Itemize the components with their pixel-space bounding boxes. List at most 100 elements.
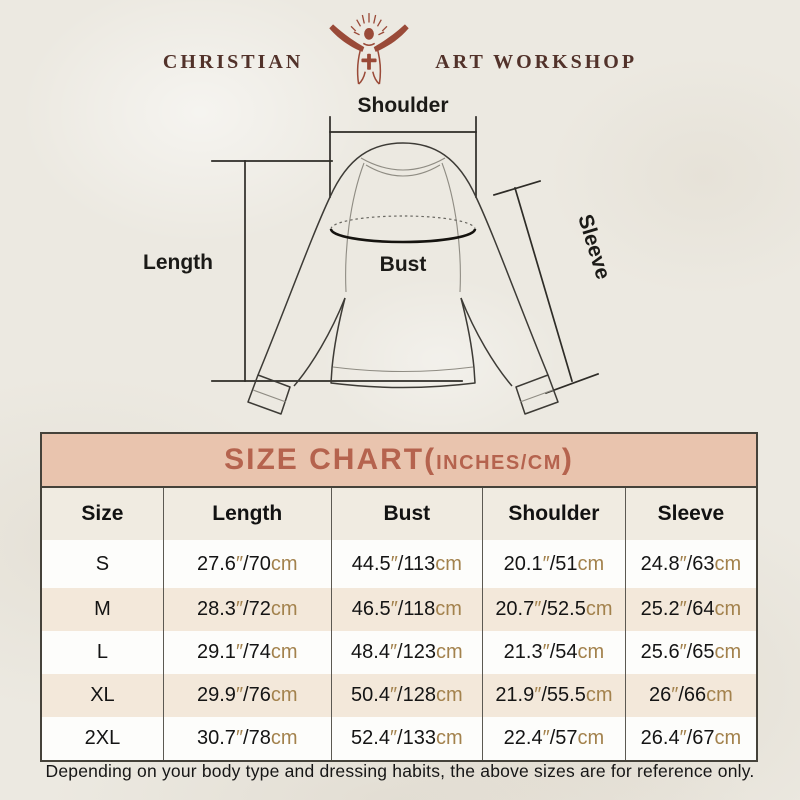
logo-rays (350, 13, 388, 36)
collar-outer (360, 157, 446, 171)
inch-mark: ″ (235, 727, 244, 749)
inch-mark: ″ (235, 641, 244, 663)
cm-value: /57 (549, 727, 578, 749)
cm-value: /78 (243, 727, 271, 749)
cm-value: /66 (678, 684, 707, 706)
length-label: Length (143, 251, 213, 274)
inch-mark: ″ (389, 641, 398, 663)
size-chart-title: SIZE CHART(INCHES/CM) (42, 434, 756, 488)
shoulder-cell: 21.9″/55.5cm (482, 674, 626, 717)
size-cell: L (96, 641, 108, 663)
inches-value: 44.5 (351, 552, 391, 575)
cm-value: /76 (243, 684, 271, 706)
jesus-with-rays-and-cross-icon (329, 13, 409, 85)
cm-suffix: cm (435, 552, 462, 575)
inch-mark: ″ (235, 552, 244, 575)
inches-value: 29.1 (197, 641, 236, 663)
logo-figure (329, 24, 409, 70)
measurement-lines (211, 116, 600, 395)
inch-mark: ″ (235, 598, 244, 620)
logo-robe (357, 42, 382, 85)
inches-value: 26.4 (640, 727, 680, 749)
inches-value: 30.7 (197, 727, 236, 749)
col-header-bust: Bust (330, 488, 483, 540)
inch-mark: ″ (542, 552, 550, 575)
size-row-L: L 29.1″/74cm 48.4″/123cm 21.3″/54cm 25.6″/65… (42, 631, 756, 674)
bust-ellipse-solid (329, 228, 477, 244)
inches-value: 52.4 (351, 727, 390, 749)
right-cuff (515, 374, 559, 415)
inches-value: 50.4 (351, 684, 390, 706)
inches-value: 21.9 (495, 684, 535, 706)
length-cell: 29.9″/76cm (162, 674, 332, 717)
cm-suffix: cm (435, 641, 463, 663)
inch-mark: ″ (389, 684, 398, 706)
shoulder-cell: 20.1″/51cm (482, 540, 626, 588)
right-sleeve-outer (475, 196, 549, 376)
inches-value: 25.2 (640, 598, 680, 620)
header-row: Size Length Bust Shoulder Sleeve (42, 488, 756, 540)
brand-name-right: ART WORKSHOP (435, 50, 638, 73)
left-cuff (247, 374, 291, 415)
left-sleeve-inner (293, 297, 346, 387)
size-row-S: S 27.6″/70cm 44.5″/113cm 20.1″/51cm 24.8″/63… (42, 540, 756, 588)
cm-value: /128 (397, 684, 436, 706)
inch-mark: ″ (679, 598, 687, 620)
cm-suffix: cm (577, 552, 605, 575)
footer-note: Depending on your body type and dressing… (45, 761, 755, 781)
left-cuff-seam (252, 389, 287, 403)
inches-value: 20.1 (503, 552, 543, 575)
cm-value: /51 (549, 552, 578, 575)
inch-mark: ″ (389, 727, 398, 749)
inch-mark: ″ (671, 684, 679, 706)
inch-mark: ″ (679, 727, 687, 749)
cm-suffix: cm (706, 684, 733, 706)
inches-value: 22.4 (503, 727, 543, 749)
size-cell: XL (90, 684, 115, 706)
inches-value: 29.9 (197, 684, 236, 706)
size-cell: 2XL (84, 727, 121, 749)
sleeve-bottom-tick (544, 372, 600, 395)
right-cuff-seam (519, 389, 554, 403)
length-cell: 30.7″/78cm (162, 717, 332, 760)
bust-cell: 50.4″/128cm (330, 674, 483, 717)
size-chart: SIZE CHART(INCHES/CM) Size Length Bust S… (40, 432, 758, 762)
cm-suffix: cm (714, 727, 742, 749)
cm-suffix: cm (714, 598, 742, 620)
left-sleeve-outer (257, 196, 331, 376)
bust-cell: 44.5″/113cm (330, 540, 483, 588)
length-cell: 28.3″/72cm (162, 588, 332, 631)
cm-suffix: cm (435, 598, 462, 620)
cm-suffix: cm (270, 727, 298, 749)
inches-value: 28.3 (197, 598, 236, 620)
size-cell: M (94, 598, 111, 620)
inch-mark: ″ (534, 684, 542, 706)
size-row-M: M 28.3″/72cm 46.5″/118cm 20.7″/52.5cm 25.2″/… (42, 588, 756, 631)
hem-top-line (332, 366, 474, 373)
shoulder-label: Shoulder (357, 94, 448, 117)
inch-mark: ″ (542, 727, 550, 749)
inch-mark: ″ (679, 552, 687, 575)
inches-value: 25.6 (640, 641, 680, 663)
collar-inner (365, 164, 441, 177)
cm-value: /118 (397, 598, 436, 620)
right-sleeve-inner (460, 297, 513, 387)
sweater-yoke (329, 142, 477, 198)
bust-ellipse-dashed (330, 215, 476, 230)
inch-mark: ″ (679, 641, 687, 663)
inches-value: 24.8 (640, 552, 680, 575)
inches-value: 20.7 (495, 598, 535, 620)
right-raglan-seam (441, 162, 461, 293)
col-header-sleeve: Sleeve (624, 488, 756, 540)
bust-label: Bust (380, 253, 427, 276)
sleeve-top-tick (492, 179, 542, 197)
cm-value: /52.5 (541, 598, 586, 620)
brand-header: CHRISTIAN (0, 10, 800, 88)
sweater-outline (247, 142, 559, 415)
sleeve-cell: 25.2″/64cm (624, 588, 756, 631)
cm-value: /74 (243, 641, 271, 663)
sleeve-label: Sleeve (573, 212, 614, 282)
size-cell: S (95, 552, 110, 575)
cm-value: /113 (397, 552, 436, 575)
sweater-details (252, 157, 554, 403)
